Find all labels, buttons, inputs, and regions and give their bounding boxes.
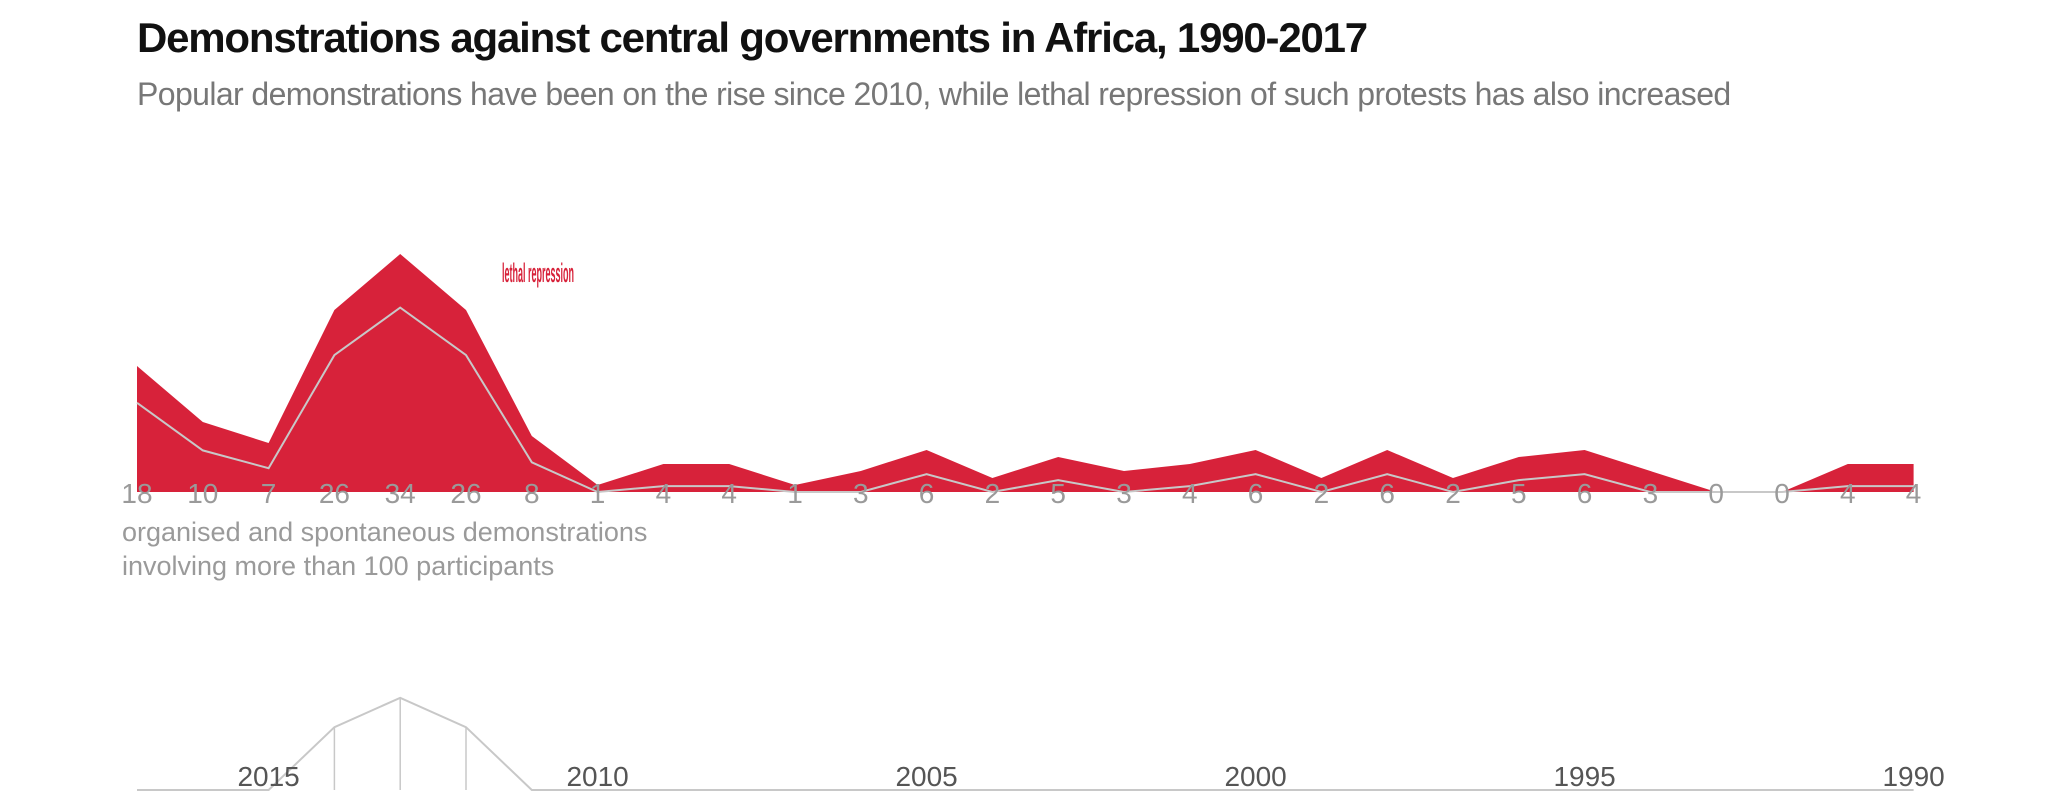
value-label: 3 — [1643, 478, 1659, 509]
value-label: 1 — [787, 478, 803, 509]
repression-series — [136, 254, 1914, 494]
repression-area — [137, 254, 1914, 492]
value-label: 2 — [1445, 478, 1461, 509]
demonstrations-line — [137, 696, 1914, 791]
value-label: 7 — [261, 478, 277, 509]
value-labels: 18 10 7 26 34 26 8 1 4 4 1 3 6 2 5 3 4 6 2 6 2 5 6 3 0 0 4 4 — [121, 478, 1921, 509]
repression-inner-line — [136, 306, 1914, 494]
value-label: 4 — [721, 478, 737, 509]
value-label: 0 — [1774, 478, 1790, 509]
value-label: 3 — [1116, 478, 1132, 509]
vertical-grid — [333, 697, 467, 790]
value-label: 10 — [187, 478, 218, 509]
x-tick-label: 1995 — [1553, 761, 1615, 792]
demonstrations-series — [137, 696, 1914, 791]
value-label: 6 — [1577, 478, 1593, 509]
x-tick-label: 1990 — [1882, 761, 1944, 792]
value-label: 26 — [450, 478, 481, 509]
value-label: 4 — [656, 478, 672, 509]
x-tick-label: 2000 — [1224, 761, 1286, 792]
value-label: 1 — [590, 478, 606, 509]
value-label: 5 — [1511, 478, 1527, 509]
x-axis-ticks: 2015 2010 2005 2000 1995 1990 — [237, 761, 1944, 792]
value-label: 5 — [1050, 478, 1066, 509]
value-label: 2 — [1314, 478, 1330, 509]
repression-legend-line1: lethal repression — [502, 258, 574, 288]
value-label: 6 — [919, 478, 935, 509]
value-label: 4 — [1840, 478, 1856, 509]
value-label: 34 — [385, 478, 416, 509]
value-label: 4 — [1906, 478, 1922, 509]
value-label: 0 — [1708, 478, 1724, 509]
chart-title: Demonstrations against central governmen… — [137, 14, 1368, 61]
x-tick-label: 2010 — [566, 761, 628, 792]
demonstrations-legend: organised and spontaneous demonstrations… — [122, 517, 655, 581]
value-label: 2 — [985, 478, 1001, 509]
chart-subtitle: Popular demonstrations have been on the … — [137, 76, 1731, 112]
value-label: 3 — [853, 478, 869, 509]
value-label: 6 — [1248, 478, 1264, 509]
value-label: 26 — [319, 478, 350, 509]
value-label: 6 — [1379, 478, 1395, 509]
x-tick-label: 2005 — [895, 761, 957, 792]
value-label: 18 — [121, 478, 152, 509]
x-tick-label: 2015 — [237, 761, 299, 792]
value-label: 8 — [524, 478, 540, 509]
value-label: 4 — [1182, 478, 1198, 509]
